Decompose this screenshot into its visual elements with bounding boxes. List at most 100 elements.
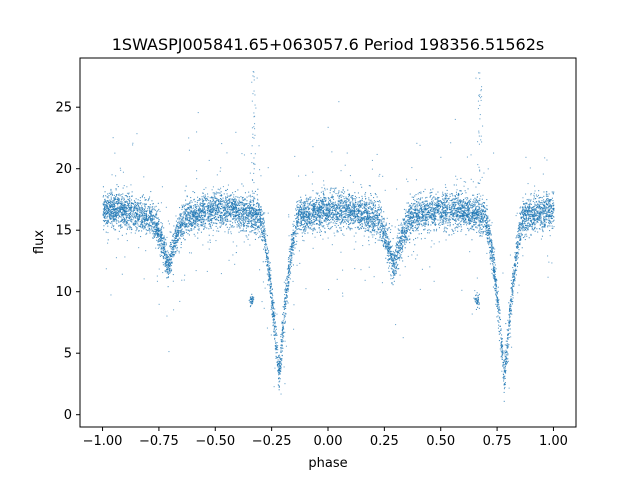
data-point — [316, 193, 318, 195]
data-point — [170, 246, 172, 248]
data-point — [184, 227, 186, 229]
data-point — [126, 216, 128, 218]
data-point — [314, 214, 316, 216]
data-point — [352, 215, 354, 217]
data-point — [169, 265, 171, 267]
data-point — [199, 211, 201, 213]
data-point — [144, 220, 146, 222]
data-point — [248, 212, 250, 214]
data-point — [547, 195, 549, 197]
data-point — [103, 201, 105, 203]
data-point — [466, 210, 468, 212]
data-point — [429, 215, 431, 217]
data-point — [318, 217, 320, 219]
data-point — [468, 204, 470, 206]
data-point — [148, 217, 150, 219]
data-point — [381, 218, 383, 220]
data-point — [455, 213, 457, 215]
data-point — [180, 233, 182, 235]
data-point — [105, 204, 107, 206]
data-point — [187, 212, 189, 214]
data-point — [237, 214, 239, 216]
data-point — [162, 243, 164, 245]
data-point — [432, 202, 434, 204]
data-point — [435, 207, 437, 209]
data-point — [247, 220, 249, 222]
data-point — [307, 215, 309, 217]
data-point — [473, 223, 475, 225]
data-point — [195, 224, 197, 226]
data-point — [133, 215, 135, 217]
data-point — [534, 223, 536, 225]
data-point — [351, 207, 353, 209]
data-point — [183, 219, 185, 221]
data-point — [380, 207, 382, 209]
data-point — [316, 205, 318, 207]
data-point — [330, 228, 332, 230]
data-point — [334, 214, 336, 216]
data-point — [520, 228, 522, 230]
data-point — [262, 232, 264, 234]
data-point — [227, 200, 229, 202]
data-point — [300, 219, 302, 221]
data-point — [172, 256, 174, 258]
data-point — [281, 323, 283, 325]
data-point — [241, 219, 243, 221]
data-point — [119, 210, 121, 212]
data-point — [382, 218, 384, 220]
data-point — [361, 197, 363, 199]
data-point — [202, 202, 204, 204]
data-point — [465, 192, 467, 194]
data-point — [295, 209, 297, 211]
data-point — [527, 226, 529, 228]
data-point — [203, 203, 205, 205]
data-point — [139, 211, 141, 213]
data-point — [368, 212, 370, 214]
data-point — [419, 198, 421, 200]
data-point — [230, 216, 232, 218]
data-point — [535, 222, 537, 224]
data-point — [400, 240, 402, 242]
data-point — [132, 215, 134, 217]
data-point — [392, 264, 394, 266]
data-point — [443, 223, 445, 225]
data-point — [329, 209, 331, 211]
data-point — [241, 183, 243, 185]
data-point — [299, 204, 301, 206]
data-point — [331, 194, 333, 196]
data-point — [505, 356, 507, 358]
data-point — [125, 200, 127, 202]
data-point — [169, 257, 171, 259]
data-point — [384, 229, 386, 231]
data-point — [103, 201, 105, 203]
data-point — [235, 219, 237, 221]
data-point — [512, 294, 514, 296]
data-point — [280, 349, 282, 351]
data-point — [355, 219, 357, 221]
data-point — [259, 236, 261, 238]
data-point — [365, 211, 367, 213]
data-point — [128, 206, 130, 208]
data-point — [525, 211, 527, 213]
data-point — [532, 229, 534, 231]
data-point — [387, 259, 389, 261]
data-point — [144, 224, 146, 226]
data-point — [412, 225, 414, 227]
data-point — [332, 191, 334, 193]
data-point — [360, 210, 362, 212]
data-point — [391, 257, 393, 259]
data-point — [222, 197, 224, 199]
data-point — [198, 208, 200, 210]
data-point — [458, 200, 460, 202]
data-point — [132, 213, 134, 215]
data-point — [224, 208, 226, 210]
data-point — [148, 227, 150, 229]
data-point — [274, 330, 276, 332]
data-point — [122, 218, 124, 220]
data-point — [337, 193, 339, 195]
data-point — [222, 218, 224, 220]
data-point — [449, 208, 451, 210]
data-point — [485, 222, 487, 224]
data-point — [497, 299, 499, 301]
data-point — [551, 213, 553, 215]
